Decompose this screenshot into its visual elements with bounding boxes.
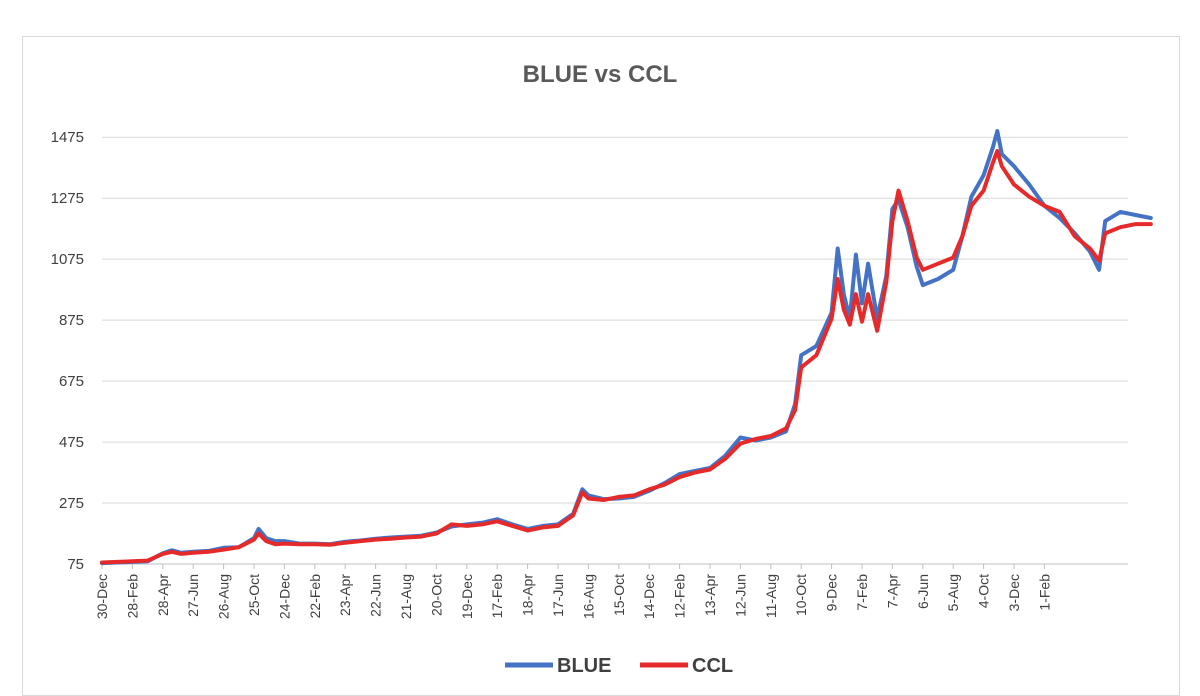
x-tick-label: 12-Jun bbox=[732, 574, 748, 617]
x-tick-label: 16-Aug bbox=[580, 574, 596, 619]
grid-lines bbox=[102, 136, 1128, 565]
x-tick-label: 7-Feb bbox=[854, 574, 870, 611]
y-tick-label: 1275 bbox=[51, 190, 84, 207]
y-axis-ticks: 75 275 475 675 875 1075 1275 1475 bbox=[51, 129, 84, 573]
x-tick-label: 7-Apr bbox=[884, 574, 900, 609]
x-tick-label: 27-Jun bbox=[185, 574, 201, 617]
x-tick-label: 28-Apr bbox=[155, 574, 171, 616]
x-tick-label: 25-Oct bbox=[246, 574, 262, 616]
x-tick-label: 17-Jun bbox=[550, 574, 566, 617]
x-tick-label: 10-Oct bbox=[793, 574, 809, 616]
legend-label-blue: BLUE bbox=[557, 655, 611, 675]
chart-frame bbox=[22, 36, 1180, 696]
x-tick-label: 20-Oct bbox=[428, 574, 444, 616]
line-chart: BLUE vs CCL 75 275 475 675 875 1075 1275 1475 3… bbox=[51, 61, 1153, 675]
x-tick-label: 3-Dec bbox=[1006, 574, 1022, 611]
x-tick-label: 26-Aug bbox=[216, 574, 232, 619]
x-tick-label: 22-Feb bbox=[307, 574, 323, 619]
legend: BLUE CCL bbox=[505, 655, 733, 675]
x-tick-label: 14-Dec bbox=[641, 574, 657, 619]
x-tick-label: 13-Apr bbox=[702, 574, 718, 616]
x-tick-label: 30-Dec bbox=[94, 574, 110, 619]
x-tick-label: 19-Dec bbox=[459, 574, 475, 619]
series-lines bbox=[100, 129, 1153, 566]
chart-title: BLUE vs CCL bbox=[523, 61, 678, 88]
x-tick-label: 5-Aug bbox=[945, 574, 961, 611]
y-tick-label: 675 bbox=[59, 373, 84, 390]
x-tick-label: 28-Feb bbox=[124, 574, 140, 619]
x-axis-ticks: 30-Dec 28-Feb 28-Apr 27-Jun 26-Aug 25-Oct 24-D… bbox=[94, 564, 1052, 619]
x-tick-label: 22-Jun bbox=[368, 574, 384, 617]
x-tick-label: 1-Feb bbox=[1036, 574, 1052, 611]
x-tick-label: 23-Apr bbox=[337, 574, 353, 616]
x-tick-label: 21-Aug bbox=[398, 574, 414, 619]
x-tick-label: 15-Oct bbox=[611, 574, 627, 616]
x-tick-label: 12-Feb bbox=[672, 574, 688, 619]
x-tick-label: 24-Dec bbox=[276, 574, 292, 619]
x-tick-label: 17-Feb bbox=[489, 574, 505, 619]
x-tick-label: 18-Apr bbox=[520, 574, 536, 616]
y-tick-label: 475 bbox=[59, 434, 84, 451]
x-tick-label: 9-Dec bbox=[824, 574, 840, 611]
y-tick-label: 875 bbox=[59, 312, 84, 329]
x-tick-label: 11-Aug bbox=[763, 574, 779, 618]
y-tick-label: 275 bbox=[59, 495, 84, 512]
y-tick-label: 75 bbox=[67, 556, 84, 573]
y-tick-label: 1475 bbox=[51, 129, 84, 146]
series-line-ccl bbox=[100, 149, 1153, 565]
x-tick-label: 6-Jun bbox=[915, 574, 931, 609]
legend-label-ccl: CCL bbox=[692, 655, 733, 675]
x-tick-label: 4-Oct bbox=[976, 574, 992, 608]
y-tick-label: 1075 bbox=[51, 251, 84, 268]
series-line-blue bbox=[100, 129, 1153, 566]
